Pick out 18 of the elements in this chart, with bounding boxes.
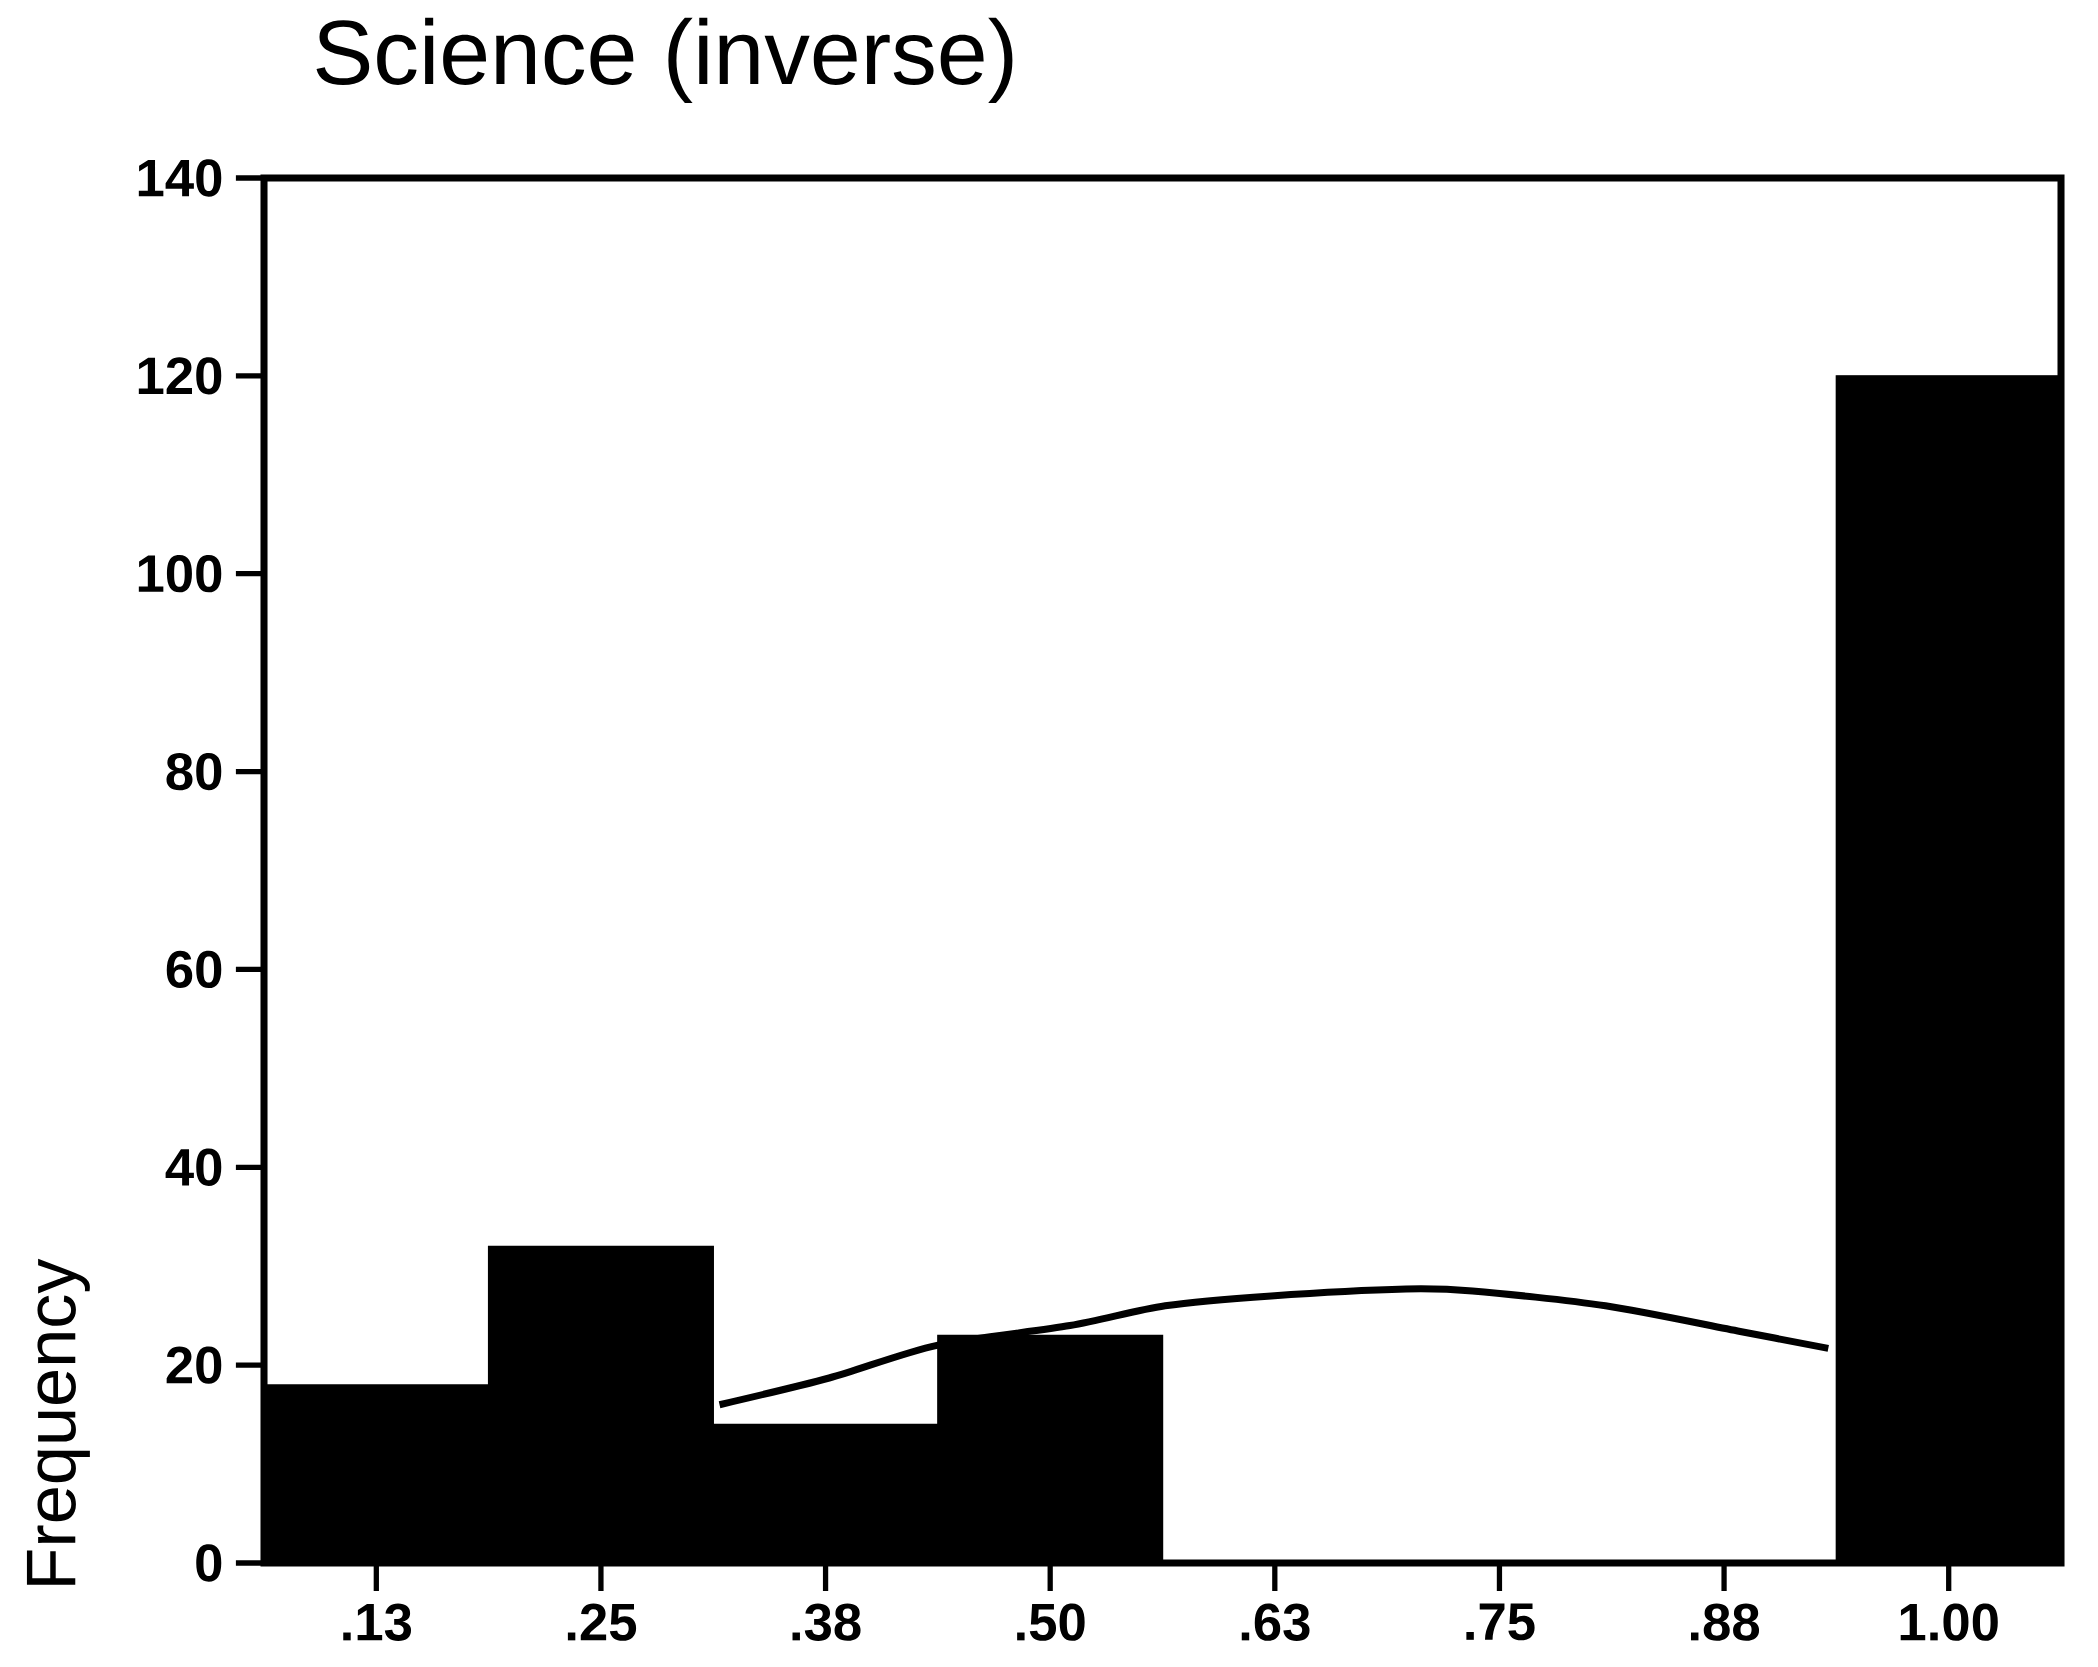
chart-title: Science (inverse) (316, 17, 1013, 103)
x-tick-label: .50 (1017, 1603, 1085, 1641)
y-tick-label: 80 (166, 752, 222, 791)
x-tick-label: .88 (1691, 1603, 1760, 1641)
x-tick-label: .63 (1241, 1603, 1310, 1641)
x-tick-label: 1.00 (1900, 1603, 1998, 1641)
y-tick-label: 40 (165, 1148, 222, 1186)
y-tick-label: 20 (166, 1346, 222, 1384)
y-axis-title: Frequency (26, 1258, 90, 1585)
y-tick-label: 120 (138, 357, 222, 395)
x-tick-label: .13 (343, 1603, 412, 1641)
x-tick-label: .75 (1466, 1603, 1535, 1641)
y-tick-label: 100 (138, 555, 222, 593)
y-tick-label: 0 (196, 1544, 222, 1582)
x-tick-label: .25 (567, 1603, 637, 1641)
x-tick-label: .38 (792, 1603, 861, 1641)
y-tick-label: 60 (166, 950, 222, 989)
y-tick-label: 140 (138, 159, 222, 197)
